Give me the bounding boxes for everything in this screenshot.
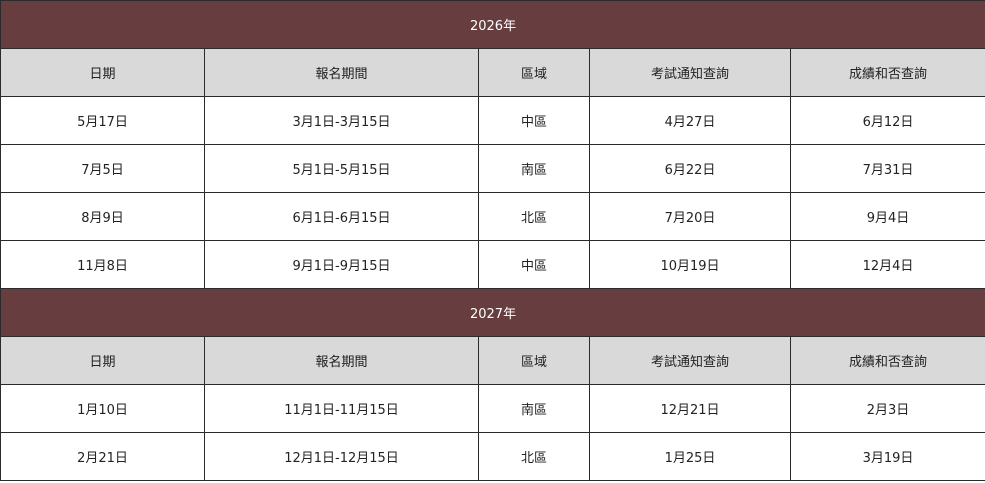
cell-region: 南區 — [478, 384, 590, 433]
table-row: 2月21日 12月1日-12月15日 北區 1月25日 3月19日 — [0, 432, 985, 481]
cell-exam-notice-query: 6月22日 — [589, 144, 791, 193]
header-exam-notice-query: 考試通知查詢 — [589, 336, 791, 385]
cell-result-query: 7月31日 — [789, 144, 985, 193]
cell-registration-period: 6月1日-6月15日 — [204, 192, 479, 241]
cell-region: 北區 — [478, 432, 590, 481]
cell-date: 1月10日 — [0, 384, 205, 433]
header-registration-period: 報名期間 — [204, 48, 479, 97]
cell-region: 中區 — [478, 96, 590, 145]
table-row: 1月10日 11月1日-11月15日 南區 12月21日 2月3日 — [0, 384, 985, 433]
year-row: 2026年 — [0, 0, 985, 49]
cell-date: 2月21日 — [0, 432, 205, 481]
cell-registration-period: 11月1日-11月15日 — [204, 384, 479, 433]
cell-result-query: 9月4日 — [789, 192, 985, 241]
table-row: 5月17日 3月1日-3月15日 中區 4月27日 6月12日 — [0, 96, 985, 145]
cell-registration-period: 9月1日-9月15日 — [204, 240, 479, 289]
cell-exam-notice-query: 7月20日 — [589, 192, 791, 241]
cell-region: 北區 — [478, 192, 590, 241]
header-result-query: 成績和否查詢 — [789, 48, 985, 97]
header-region: 區域 — [478, 48, 590, 97]
cell-date: 5月17日 — [0, 96, 205, 145]
header-region: 區域 — [478, 336, 590, 385]
header-registration-period: 報名期間 — [204, 336, 479, 385]
cell-result-query: 12月4日 — [789, 240, 985, 289]
cell-registration-period: 12月1日-12月15日 — [204, 432, 479, 481]
cell-exam-notice-query: 12月21日 — [589, 384, 791, 433]
table-row: 7月5日 5月1日-5月15日 南區 6月22日 7月31日 — [0, 144, 985, 193]
header-date: 日期 — [0, 48, 205, 97]
table-row: 11月8日 9月1日-9月15日 中區 10月19日 12月4日 — [0, 240, 985, 289]
header-result-query: 成績和否查詢 — [789, 336, 985, 385]
header-exam-notice-query: 考試通知查詢 — [589, 48, 791, 97]
cell-result-query: 6月12日 — [789, 96, 985, 145]
cell-exam-notice-query: 10月19日 — [589, 240, 791, 289]
cell-registration-period: 5月1日-5月15日 — [204, 144, 479, 193]
cell-result-query: 3月19日 — [789, 432, 985, 481]
cell-result-query: 2月3日 — [789, 384, 985, 433]
header-date: 日期 — [0, 336, 205, 385]
cell-registration-period: 3月1日-3月15日 — [204, 96, 479, 145]
cell-date: 8月9日 — [0, 192, 205, 241]
cell-exam-notice-query: 4月27日 — [589, 96, 791, 145]
header-row: 日期 報名期間 區域 考試通知查詢 成績和否查詢 — [0, 48, 985, 97]
cell-region: 南區 — [478, 144, 590, 193]
cell-date: 11月8日 — [0, 240, 205, 289]
cell-region: 中區 — [478, 240, 590, 289]
year-label: 2026年 — [0, 0, 985, 49]
year-row: 2027年 — [0, 288, 985, 337]
cell-date: 7月5日 — [0, 144, 205, 193]
year-label: 2027年 — [0, 288, 985, 337]
header-row: 日期 報名期間 區域 考試通知查詢 成績和否查詢 — [0, 336, 985, 385]
table-row: 8月9日 6月1日-6月15日 北區 7月20日 9月4日 — [0, 192, 985, 241]
cell-exam-notice-query: 1月25日 — [589, 432, 791, 481]
